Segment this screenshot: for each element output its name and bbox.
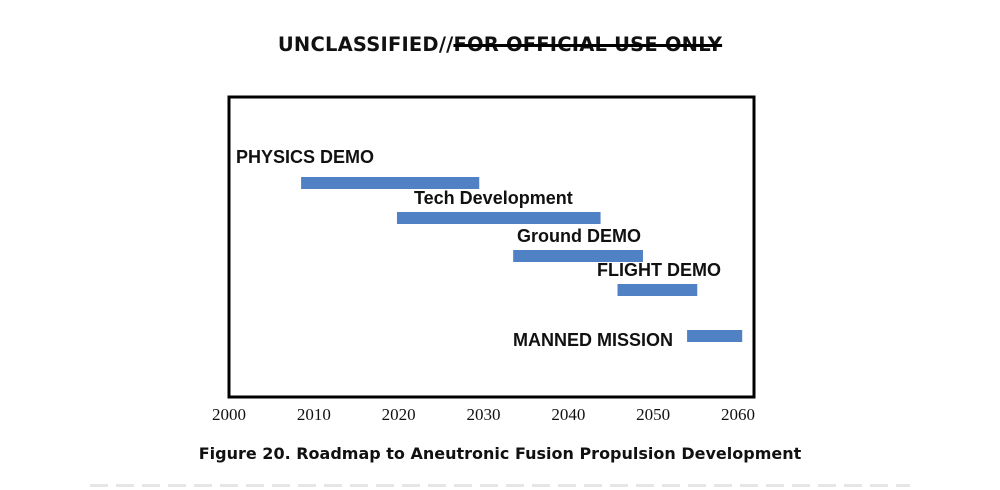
chart-frame (227, 95, 756, 399)
x-tick-label: 2050 (636, 405, 670, 424)
figure-caption: Figure 20. Roadmap to Aneutronic Fusion … (198, 444, 802, 463)
x-tick-label: 2040 (551, 405, 585, 424)
timeline-label: Tech Development (414, 188, 573, 208)
timeline-label: PHYSICS DEMO (236, 147, 374, 167)
timeline-bar (617, 284, 698, 296)
marking-prefix: UNCLASSIFIED// (277, 33, 454, 56)
timeline-bar (687, 330, 743, 342)
x-tick-label: 2060 (721, 405, 755, 424)
timeline-label: Ground DEMO (517, 226, 641, 246)
faint-text-line (90, 484, 910, 487)
timeline-bar (301, 177, 480, 189)
timeline-label: FLIGHT DEMO (597, 260, 721, 280)
timeline-label: MANNED MISSION (513, 330, 673, 350)
x-tick-label: 2010 (297, 405, 331, 424)
x-tick-label: 2030 (466, 405, 500, 424)
timeline-bar (396, 212, 601, 224)
x-tick-label: 2020 (382, 405, 416, 424)
x-tick-label: 2000 (212, 405, 246, 424)
classification-marking: UNCLASSIFIED//FOR OFFICIAL USE ONLY (0, 33, 1000, 56)
marking-struck-text: FOR OFFICIAL USE ONLY (453, 33, 723, 56)
timeline-bar (513, 250, 643, 262)
